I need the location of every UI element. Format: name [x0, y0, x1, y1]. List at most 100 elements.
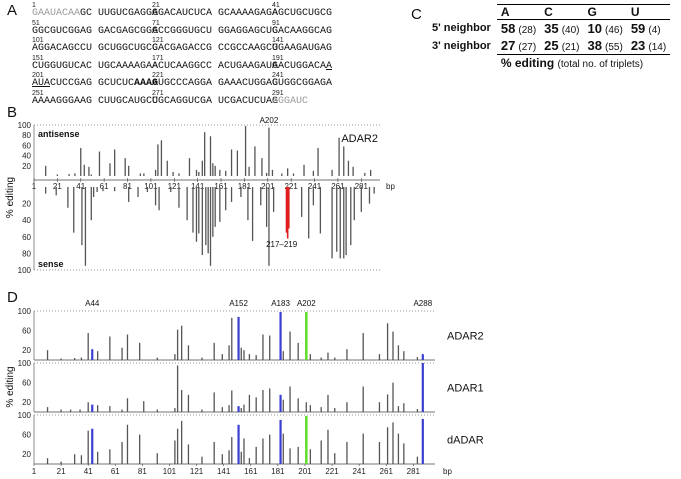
- sequence-block: AUACUCCGAG GCUCUCAAAG: [32, 78, 158, 89]
- site-label: A288: [413, 299, 432, 308]
- sequence-block: GGCGUCGGAG GACGAGCGGG: [32, 26, 158, 37]
- position-number: 221: [152, 72, 164, 79]
- row-label: 5' neighbor: [432, 22, 491, 35]
- y-axis-label: % editing: [5, 366, 16, 407]
- count: (28): [518, 25, 537, 36]
- y-tick-label: 100: [18, 121, 32, 130]
- x-tick-label: 141: [217, 467, 231, 476]
- panel-label-d: D: [7, 289, 18, 306]
- y-axis-label: % editing: [5, 177, 16, 218]
- y-tick-label: 80: [22, 249, 31, 258]
- position-number: 41: [272, 2, 280, 9]
- sequence-segment: A: [326, 60, 333, 72]
- sequence-segment: CUGGCGGAGA: [272, 78, 333, 89]
- footer-note: (total no. of triplets): [557, 59, 644, 70]
- position-number: 201: [32, 72, 44, 79]
- position-number: 51: [32, 19, 40, 27]
- count: (14): [648, 42, 667, 53]
- position-number: 251: [32, 89, 44, 97]
- row-label: 3' neighbor: [432, 39, 491, 52]
- sequence-row: 1 21 41 GAAUACAAGC UUGUCGAGGA GGACAUCUCA GCA…: [32, 2, 352, 20]
- panel-label-a: A: [7, 2, 18, 19]
- y-tick-label: 60: [22, 233, 31, 242]
- sequence-segment: ACUCAAGGCC ACUGAAGAUG: [152, 60, 279, 72]
- table-row: 5' neighbor 58 (28) 35 (40) 10 (46) 59 (…: [428, 20, 670, 38]
- count: (40): [561, 25, 580, 36]
- y-tick-label: 60: [22, 379, 31, 388]
- position-number: 291: [272, 89, 284, 97]
- sequence-block: GACGAGACCG CCGCCAAGCU: [152, 43, 278, 54]
- table-row: 3' neighbor 27 (27) 25 (21) 38 (55) 23 (…: [428, 37, 670, 55]
- antisense-label: antisense: [38, 129, 80, 139]
- y-tick-label: 100: [18, 359, 32, 368]
- x-tick-label: 101: [144, 182, 158, 191]
- sequence-row: 101 121 141 AGGACAGCCU GCUGGCUGCC GACGAGACCG…: [32, 37, 352, 55]
- sequence-segment: AUGCCCAGGA GAAACUGGAG: [152, 78, 279, 89]
- sequence-block: ACCGGGUGCU GGAGGAGCUG: [152, 26, 278, 37]
- y-tick-label: 20: [22, 346, 31, 355]
- x-tick-label: 61: [111, 467, 120, 476]
- site-label: A202: [297, 299, 316, 308]
- sequence-segment: AAAAGGGAAG CUUGCAUGCC: [32, 95, 159, 107]
- sequence-block: AUGCCCAGGA GAAACUGGAG: [152, 78, 278, 89]
- x-tick-label: 201: [261, 182, 275, 191]
- value: 23: [630, 38, 646, 53]
- sequence-segment: UGCAGGUCGA UCGACUCUAG: [152, 95, 279, 107]
- x-tick-label: 141: [191, 182, 205, 191]
- sequence-segment: AGCUGCUGCG: [272, 8, 333, 19]
- x-tick-label: 41: [76, 182, 85, 191]
- sequence-row: 201 221 241 AUACUCCGAG GCUCUCAAAG AUGCCCAGGA…: [32, 72, 352, 90]
- y-tick-label: 20: [22, 398, 31, 407]
- sequence-block: AACUGGACAA: [272, 61, 332, 72]
- position-number: 241: [272, 72, 284, 79]
- header-c: C: [540, 4, 584, 20]
- sequence-row: 251 271 291 AAAAGGGAAG CUUGCAUGCC UGCAGGUCGA…: [32, 90, 352, 108]
- position-number: 101: [32, 37, 44, 44]
- value: 35: [544, 21, 559, 36]
- x-tick-label: 21: [53, 182, 62, 191]
- position-number: 21: [152, 2, 160, 9]
- x-tick-label: 221: [284, 182, 298, 191]
- y-tick-label: 100: [18, 307, 32, 316]
- x-tick-label: 121: [190, 467, 204, 476]
- peak-label: A202: [260, 116, 279, 125]
- sequence-block: ACUCAAGGCC ACUGAAGAUG: [152, 61, 278, 72]
- site-label: A152: [229, 299, 248, 308]
- sequence-block: CUGGCGGAGA: [272, 78, 332, 89]
- sequence-segment: CUCCGAG GCUCUC: [50, 78, 135, 89]
- value: 59: [630, 21, 646, 36]
- sequence-segment: GC UUGUCGAGGA: [80, 8, 159, 19]
- sequence-segment: GACGAGACCG CCGCCAAGCU: [152, 43, 279, 54]
- x-tick-label: 161: [244, 467, 258, 476]
- position-number: 191: [272, 54, 284, 62]
- y-tick-label: 20: [22, 162, 31, 171]
- sequence-segment: GGCGUCGGAG GACGAGCGGG: [32, 25, 159, 37]
- x-tick-label: 81: [123, 182, 132, 191]
- series-label: ADAR1: [447, 383, 484, 395]
- series-label: dADAR: [447, 435, 484, 447]
- value: 25: [544, 38, 559, 53]
- enzyme-label: ADAR2: [341, 133, 378, 145]
- sequence-block: UGCAGGUCGA UCGACUCUAG: [152, 96, 278, 107]
- value: 58: [500, 21, 516, 36]
- sequence-block: CACAAGGCAG: [272, 26, 332, 37]
- site-label: A183: [271, 299, 290, 308]
- panel-label-b: B: [7, 104, 18, 121]
- position-number: 1: [32, 2, 36, 9]
- x-tick-label: 61: [100, 182, 109, 191]
- y-tick-label: 100: [18, 266, 32, 275]
- series-label: ADAR2: [447, 331, 484, 343]
- x-tick-label: 21: [57, 467, 66, 476]
- y-tick-label: 40: [22, 152, 31, 161]
- position-number: 271: [152, 89, 164, 97]
- x-tick-label: 241: [308, 182, 322, 191]
- footer-main: % editing: [500, 56, 555, 70]
- site-label: A44: [85, 299, 100, 308]
- count: (21): [561, 42, 580, 53]
- y-tick-label: 40: [22, 216, 31, 225]
- x-tick-label: 1: [32, 182, 37, 191]
- x-tick-label: 261: [331, 182, 345, 191]
- sequence-block: AAAAGGGAAG CUUGCAUGCC: [32, 96, 158, 107]
- position-number: 71: [152, 19, 160, 27]
- sequence-segment: GAAUACAA: [32, 8, 81, 19]
